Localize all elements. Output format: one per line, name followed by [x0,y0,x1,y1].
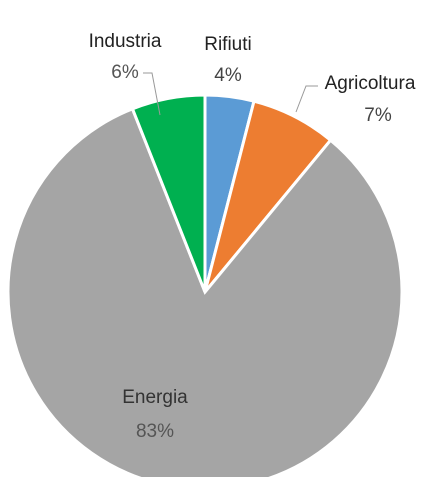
leader-line [295,85,318,113]
data-label-name: Rifiuti [204,34,252,55]
data-label-value: 6% [111,62,139,83]
data-label-value: 7% [364,105,392,126]
pie-slice [130,93,207,293]
data-label-name: Agricoltura [325,73,416,94]
leader-line [143,72,161,116]
data-label-value: 83% [136,421,174,442]
data-label-name: Energia [122,387,188,408]
data-label-value: 4% [214,65,242,86]
data-label-name: Industria [89,31,162,52]
pie-slice [6,106,404,477]
